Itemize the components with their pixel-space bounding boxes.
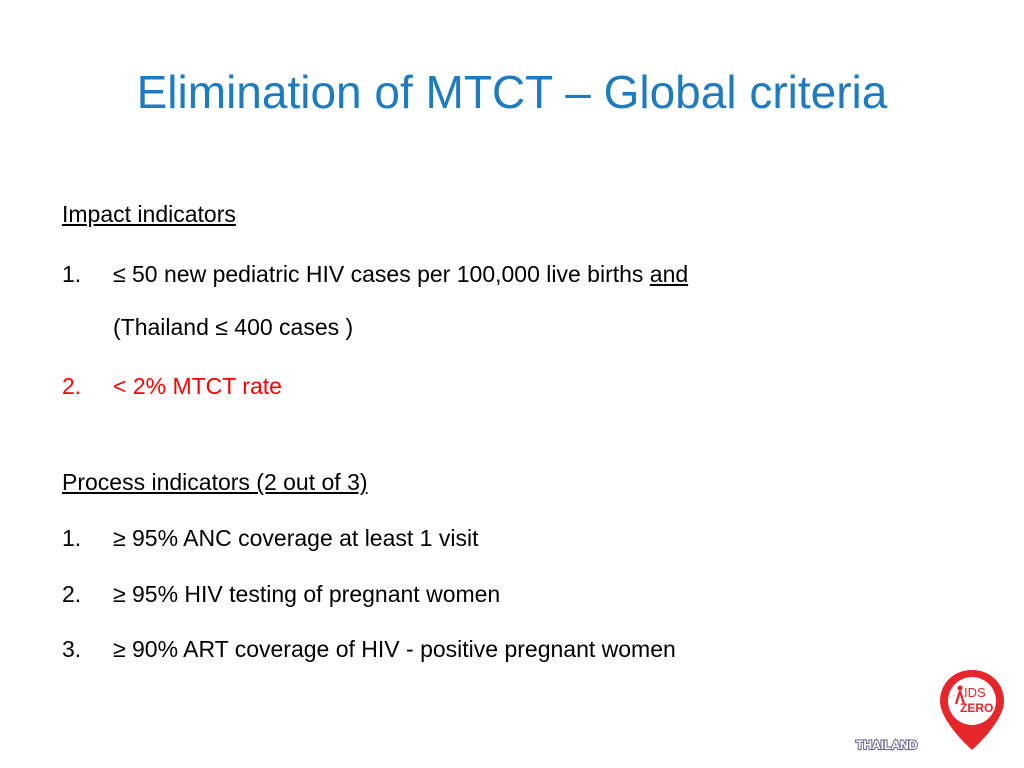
process-item-1-text: ≥ 95% ANC coverage at least 1 visit xyxy=(113,525,479,551)
impact-item-1-main: ≤ 50 new pediatric HIV cases per 100,000… xyxy=(113,261,650,287)
process-indicators-heading: Process indicators (2 out of 3) xyxy=(62,469,368,495)
process-item-2-text: ≥ 95% HIV testing of pregnant women xyxy=(113,581,501,607)
logo-country-text: THAILAND xyxy=(856,738,918,752)
impact-item-2-number: 2. xyxy=(62,373,82,399)
process-item-2-number: 2. xyxy=(62,581,82,607)
process-item-3-text: ≥ 90% ART coverage of HIV - positive pre… xyxy=(113,636,676,662)
aids-zero-thailand-logo: IDS ZERO THAILAND xyxy=(855,670,1004,753)
impact-indicators-heading: Impact indicators xyxy=(62,201,236,227)
impact-item-1-number: 1. xyxy=(62,261,82,287)
logo-text-ids: IDS xyxy=(964,685,986,700)
process-item-3-number: 3. xyxy=(62,636,82,662)
logo-text-zero: ZERO xyxy=(960,701,993,715)
process-item-1-number: 1. xyxy=(62,525,82,551)
slide-title: Elimination of MTCT – Global criteria xyxy=(136,66,888,118)
ribbon-figure-icon xyxy=(954,685,966,705)
impact-item-1-line2: (Thailand ≤ 400 cases ) xyxy=(113,314,354,340)
impact-item-1-text: ≤ 50 new pediatric HIV cases per 100,000… xyxy=(113,259,688,289)
impact-item-2-text: < 2% MTCT rate xyxy=(113,373,282,399)
impact-item-1-and: and xyxy=(649,261,689,287)
